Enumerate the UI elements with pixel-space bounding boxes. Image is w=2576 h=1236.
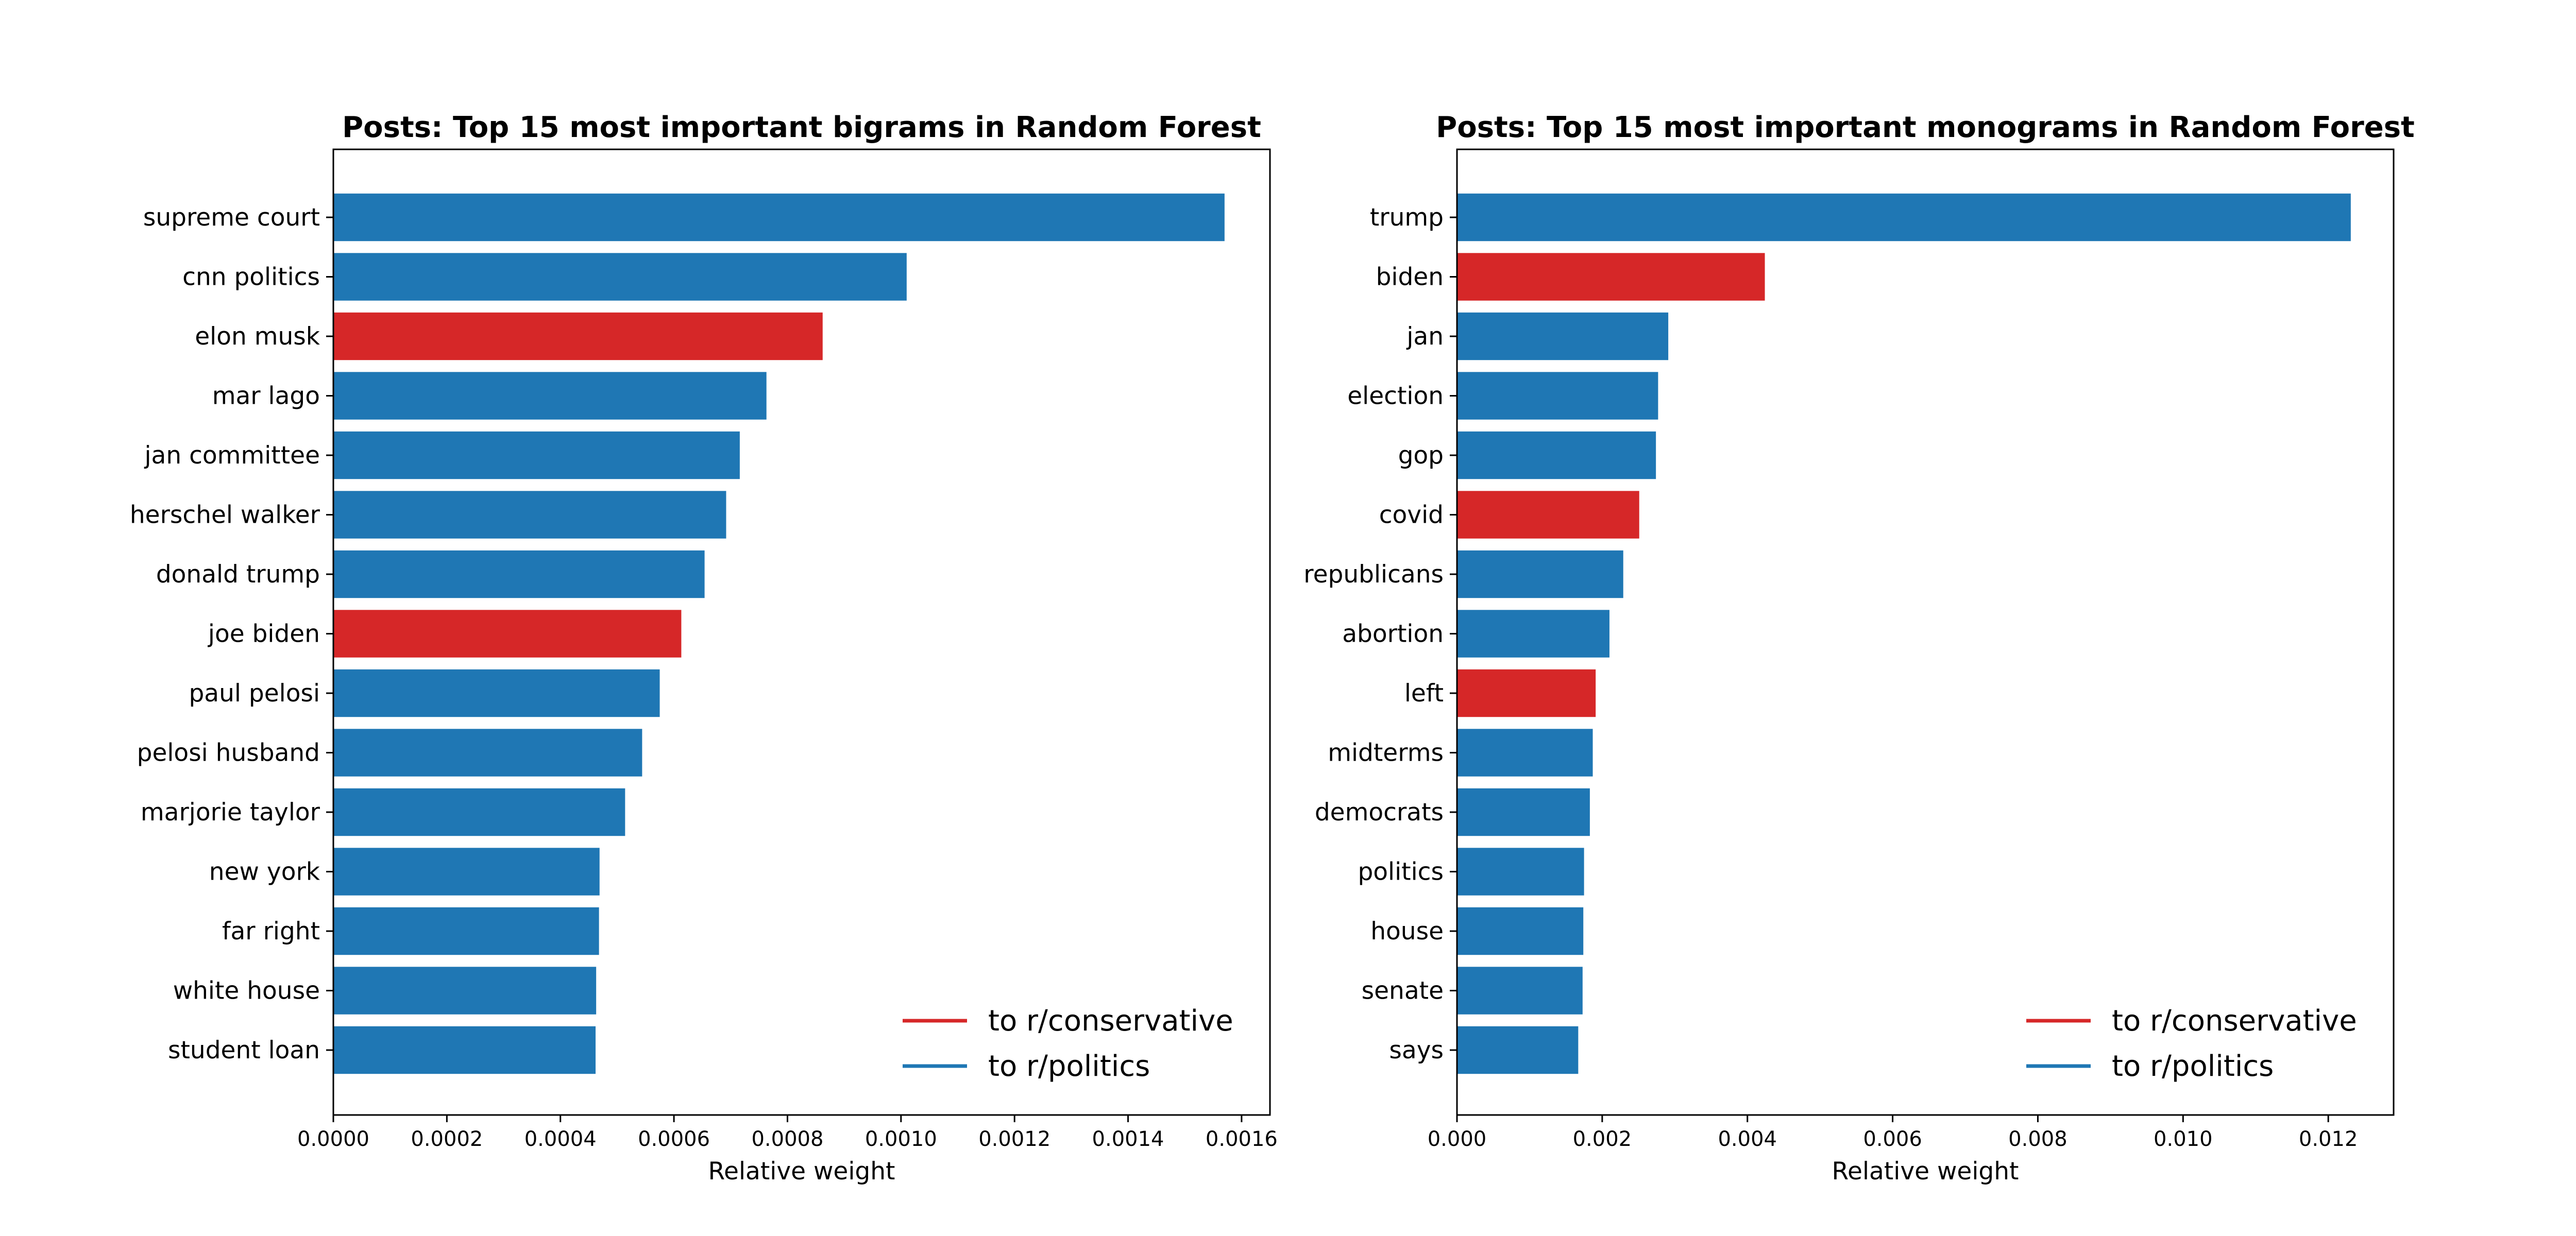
bar-paul-pelosi: [333, 669, 660, 717]
bar-house: [1457, 907, 1584, 955]
category-label: jan: [1406, 322, 1444, 351]
x-tick-label: 0.0004: [524, 1127, 597, 1151]
category-label: joe biden: [208, 620, 320, 648]
legend-label-politics: to r/politics: [2112, 1050, 2274, 1083]
category-label: politics: [1358, 858, 1444, 886]
category-label: far right: [222, 917, 320, 946]
category-label: marjorie taylor: [141, 798, 320, 827]
bar-abortion: [1457, 610, 1609, 658]
plot-frame: [332, 148, 1271, 1116]
bar-donald-trump: [333, 550, 705, 598]
category-label: new york: [209, 858, 320, 886]
chart-title: Posts: Top 15 most important bigrams in …: [342, 111, 1261, 144]
x-axis-label: Relative weight: [708, 1157, 895, 1186]
bar-pelosi-husband: [333, 729, 642, 777]
bar-politics: [1457, 848, 1584, 896]
bar-senate: [1457, 967, 1583, 1015]
category-label: donald trump: [156, 560, 320, 589]
category-label: cnn politics: [182, 263, 320, 291]
legend-label-conservative: to r/conservative: [988, 1004, 1233, 1038]
category-label: midterms: [1328, 739, 1444, 767]
bar-elon-musk: [333, 312, 823, 360]
x-tick-label: 0.0008: [751, 1127, 823, 1151]
bar-student-loan: [333, 1026, 596, 1074]
bar-midterms: [1457, 729, 1593, 777]
x-tick-label: 0.0002: [411, 1127, 483, 1151]
bar-trump: [1457, 193, 2351, 242]
bar-white-house: [333, 967, 597, 1015]
bar-mar-lago: [333, 372, 767, 420]
bar-says: [1457, 1026, 1579, 1074]
bar-far-right: [333, 907, 599, 955]
x-tick-label: 0.0016: [1206, 1127, 1278, 1151]
category-label: student loan: [168, 1036, 320, 1065]
x-tick-label: 0.006: [1863, 1127, 1922, 1151]
category-label: paul pelosi: [189, 679, 320, 708]
category-label: mar lago: [212, 382, 320, 410]
bar-gop: [1457, 431, 1656, 479]
x-tick-label: 0.0006: [638, 1127, 710, 1151]
x-tick-label: 0.012: [2299, 1127, 2358, 1151]
category-label: abortion: [1342, 620, 1444, 648]
category-label: elon musk: [195, 322, 320, 351]
x-tick-label: 0.0014: [1092, 1127, 1164, 1151]
category-label: senate: [1362, 977, 1444, 1005]
category-label: herschel walker: [130, 501, 320, 529]
bar-left: [1457, 669, 1596, 717]
x-tick-label: 0.010: [2154, 1127, 2213, 1151]
bar-new-york: [333, 848, 600, 896]
x-axis-label: Relative weight: [1832, 1157, 2019, 1186]
x-tick-label: 0.008: [2008, 1127, 2067, 1151]
x-tick-label: 0.000: [1428, 1127, 1487, 1151]
x-tick-label: 0.002: [1573, 1127, 1632, 1151]
category-label: democrats: [1315, 798, 1444, 827]
bar-marjorie-taylor: [333, 788, 625, 836]
x-tick-label: 0.0010: [865, 1127, 937, 1151]
chart-title: Posts: Top 15 most important monograms i…: [1436, 111, 2415, 144]
category-label: house: [1370, 917, 1444, 946]
category-label: jan committee: [144, 441, 320, 470]
category-label: gop: [1398, 441, 1444, 470]
bar-election: [1457, 372, 1658, 420]
chart-2: Posts: Top 15 most important monograms i…: [1303, 111, 2415, 1186]
bar-herschel-walker: [333, 491, 726, 539]
category-label: biden: [1376, 263, 1444, 291]
plot-frame: [1456, 148, 2395, 1116]
bar-democrats: [1457, 788, 1590, 836]
x-tick-label: 0.004: [1718, 1127, 1777, 1151]
bar-jan: [1457, 312, 1669, 360]
legend-label-politics: to r/politics: [988, 1050, 1150, 1083]
bar-covid: [1457, 491, 1639, 539]
x-tick-label: 0.0012: [978, 1127, 1050, 1151]
chart-1: Posts: Top 15 most important bigrams in …: [130, 111, 1278, 1186]
bar-supreme-court: [333, 193, 1225, 242]
bar-cnn-politics: [333, 253, 907, 301]
bar-biden: [1457, 253, 1765, 301]
legend-label-conservative: to r/conservative: [2112, 1004, 2357, 1038]
category-label: covid: [1379, 501, 1444, 529]
bar-republicans: [1457, 550, 1623, 598]
category-label: says: [1389, 1036, 1444, 1065]
category-label: trump: [1370, 203, 1444, 232]
category-label: republicans: [1303, 560, 1444, 589]
category-label: left: [1404, 679, 1444, 708]
bar-joe-biden: [333, 610, 682, 658]
x-tick-label: 0.0000: [297, 1127, 369, 1151]
category-label: white house: [173, 977, 320, 1005]
category-label: supreme court: [143, 203, 320, 232]
category-label: election: [1347, 382, 1444, 410]
bar-jan-committee: [333, 431, 740, 479]
category-label: pelosi husband: [137, 739, 320, 767]
